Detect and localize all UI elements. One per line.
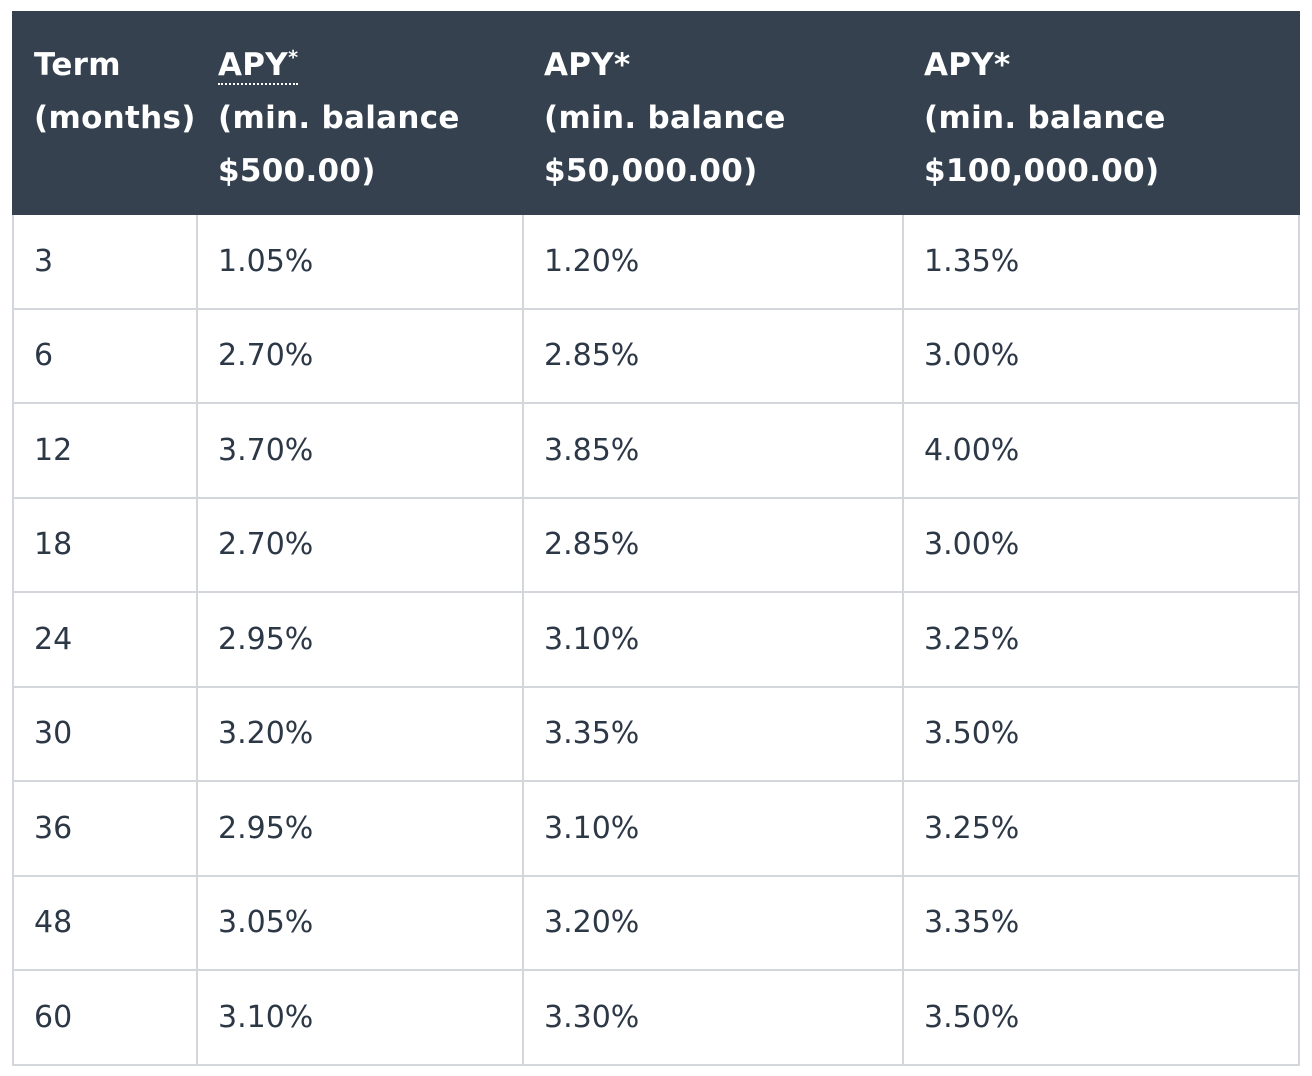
cell-apy-500: 1.05% — [196, 213, 524, 310]
rates-table-container: Term (months) APY* (min. balance $500.00… — [12, 11, 1300, 1066]
cell-term: 6 — [12, 307, 198, 404]
header-apy-500-line-3: $500.00) — [218, 153, 376, 189]
cell-term: 24 — [12, 591, 198, 688]
cell-apy-500: 3.10% — [196, 969, 524, 1066]
cell-apy-100000: 3.25% — [902, 780, 1300, 877]
header-apy-500: APY* (min. balance $500.00) — [196, 11, 524, 215]
header-apy-100000: APY* (min. balance $100,000.00) — [902, 11, 1300, 215]
cell-apy-500: 2.95% — [196, 591, 524, 688]
cell-apy-100000: 4.00% — [902, 402, 1300, 499]
table-row: 60 3.10% 3.30% 3.50% — [12, 969, 1300, 1066]
header-apy-500-title: APY* — [218, 39, 522, 92]
table-row: 18 2.70% 2.85% 3.00% — [12, 496, 1300, 593]
cell-apy-100000: 3.35% — [902, 874, 1300, 971]
cell-term: 12 — [12, 402, 198, 499]
cell-apy-50000: 3.10% — [522, 591, 904, 688]
cd-rates-table: Term (months) APY* (min. balance $500.00… — [12, 11, 1300, 1066]
cell-apy-100000: 3.00% — [902, 307, 1300, 404]
apy-asterisk: * — [288, 46, 299, 69]
header-apy-50000-line-2: (min. balance — [544, 100, 786, 136]
cell-apy-500: 3.70% — [196, 402, 524, 499]
header-apy-100000-line-1: APY* — [924, 47, 1011, 83]
table-row: 36 2.95% 3.10% 3.25% — [12, 780, 1300, 877]
cell-apy-500: 2.95% — [196, 780, 524, 877]
apy-tooltip-term[interactable]: APY* — [218, 46, 299, 85]
header-apy-50000-line-1: APY* — [544, 47, 631, 83]
cell-apy-100000: 3.00% — [902, 496, 1300, 593]
table-header: Term (months) APY* (min. balance $500.00… — [12, 11, 1300, 215]
cell-term: 48 — [12, 874, 198, 971]
cell-apy-50000: 3.35% — [522, 685, 904, 782]
cell-apy-100000: 1.35% — [902, 213, 1300, 310]
header-term-line-1: Term — [34, 47, 121, 83]
table-row: 30 3.20% 3.35% 3.50% — [12, 685, 1300, 782]
header-apy-50000-line-3: $50,000.00) — [544, 153, 758, 189]
table-row: 6 2.70% 2.85% 3.00% — [12, 307, 1300, 404]
header-apy-100000-line-2: (min. balance — [924, 100, 1166, 136]
table-row: 12 3.70% 3.85% 4.00% — [12, 402, 1300, 499]
cell-apy-500: 3.20% — [196, 685, 524, 782]
cell-apy-100000: 3.50% — [902, 969, 1300, 1066]
cell-apy-100000: 3.50% — [902, 685, 1300, 782]
table-body: 3 1.05% 1.20% 1.35% 6 2.70% 2.85% 3.00% … — [12, 213, 1300, 1066]
cell-apy-50000: 3.30% — [522, 969, 904, 1066]
header-term-line-2: (months) — [34, 100, 196, 136]
cell-apy-100000: 3.25% — [902, 591, 1300, 688]
cell-term: 30 — [12, 685, 198, 782]
header-row: Term (months) APY* (min. balance $500.00… — [12, 11, 1300, 215]
apy-term-text: APY — [218, 47, 289, 83]
cell-apy-50000: 3.20% — [522, 874, 904, 971]
header-term: Term (months) — [12, 11, 198, 215]
cell-apy-50000: 3.85% — [522, 402, 904, 499]
cell-apy-500: 3.05% — [196, 874, 524, 971]
header-apy-500-line-2: (min. balance — [218, 100, 460, 136]
cell-apy-50000: 2.85% — [522, 307, 904, 404]
cell-apy-500: 2.70% — [196, 496, 524, 593]
cell-term: 18 — [12, 496, 198, 593]
table-row: 48 3.05% 3.20% 3.35% — [12, 874, 1300, 971]
cell-term: 60 — [12, 969, 198, 1066]
table-row: 24 2.95% 3.10% 3.25% — [12, 591, 1300, 688]
cell-term: 36 — [12, 780, 198, 877]
cell-apy-500: 2.70% — [196, 307, 524, 404]
cell-apy-50000: 1.20% — [522, 213, 904, 310]
cell-apy-50000: 3.10% — [522, 780, 904, 877]
header-apy-50000: APY* (min. balance $50,000.00) — [522, 11, 904, 215]
cell-apy-50000: 2.85% — [522, 496, 904, 593]
header-apy-100000-line-3: $100,000.00) — [924, 153, 1160, 189]
cell-term: 3 — [12, 213, 198, 310]
table-row: 3 1.05% 1.20% 1.35% — [12, 213, 1300, 310]
